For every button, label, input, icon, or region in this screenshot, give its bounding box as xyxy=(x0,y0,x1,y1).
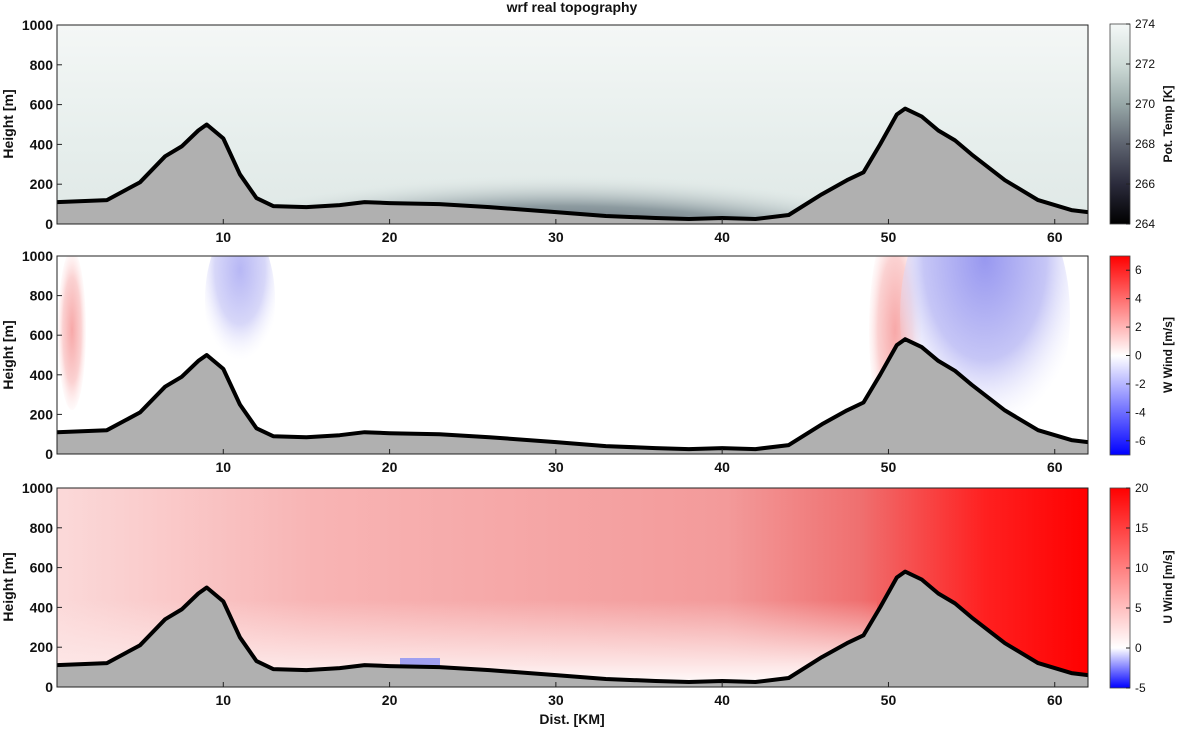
y-tick-label: 200 xyxy=(30,639,54,655)
y-tick-label: 800 xyxy=(30,57,54,73)
y-tick-label: 0 xyxy=(45,446,53,462)
y-tick-label: 1000 xyxy=(22,480,53,496)
terrain-line xyxy=(57,569,1088,684)
colorbar-tick-label: -4 xyxy=(1135,405,1146,419)
x-tick-label: 20 xyxy=(382,229,398,245)
y-tick-label: 0 xyxy=(45,679,53,695)
figure-title: wrf real topography xyxy=(506,0,638,15)
w-downdraft-left xyxy=(205,256,275,375)
x-tick-label: 60 xyxy=(1047,692,1063,708)
colorbar-tick-label: 6 xyxy=(1135,263,1142,277)
colorbar-tick-label: 270 xyxy=(1135,97,1155,111)
x-tick-label: 50 xyxy=(881,692,897,708)
x-tick-label: 60 xyxy=(1047,459,1063,475)
terrain-fill xyxy=(57,339,1088,454)
terrain-line xyxy=(57,337,1088,452)
terrain-fill xyxy=(57,108,1088,224)
y-tick-label: 0 xyxy=(45,216,53,232)
colorbar-tick-label: 0 xyxy=(1135,641,1142,655)
x-tick-label: 40 xyxy=(714,229,730,245)
colorbar-tick-label: 5 xyxy=(1135,601,1142,615)
axes-frame xyxy=(56,255,1089,455)
colorbar-tick-label: 266 xyxy=(1135,177,1155,191)
x-tick-label: 10 xyxy=(216,692,232,708)
colorbar-tick-label: 10 xyxy=(1135,561,1149,575)
x-tick-label: 30 xyxy=(548,692,564,708)
colorbar-tick-label: 272 xyxy=(1135,57,1155,71)
x-tick-label: 40 xyxy=(714,459,730,475)
y-tick-label: 1000 xyxy=(22,248,53,264)
x-tick-label: 20 xyxy=(382,459,398,475)
colorbar-tick-label: 268 xyxy=(1135,137,1155,151)
colorbar xyxy=(1109,23,1131,225)
panel-w-wind xyxy=(57,256,1088,454)
colorbar-ticks: 264 266 268 270 272 274 xyxy=(1126,17,1155,231)
panel-pot-temp xyxy=(57,25,1088,224)
x-tick-label: 50 xyxy=(881,459,897,475)
y-tick-label: 600 xyxy=(30,327,54,343)
colorbar-tick-label: 0 xyxy=(1135,349,1142,363)
panel-u-wind xyxy=(57,488,1088,687)
colorbar-ticks: 20 15 10 5 0 -5 xyxy=(1126,481,1149,695)
colorbar-tick-label: 4 xyxy=(1135,292,1142,306)
y-tick-label: 600 xyxy=(30,97,54,113)
y-tick-label: 1000 xyxy=(22,17,53,33)
y-tick-label: 400 xyxy=(30,599,54,615)
y-tick-label: 600 xyxy=(30,560,54,576)
axes-frame xyxy=(56,487,1089,688)
x-tick-label: 20 xyxy=(382,692,398,708)
y-axis-label: Height [m] xyxy=(0,552,16,621)
colorbar-ticks: 6 4 2 0 -2 -4 -6 xyxy=(1126,263,1146,448)
x-tick-label: 40 xyxy=(714,692,730,708)
colorbar-tick-label: -2 xyxy=(1135,377,1146,391)
x-tick-label: 10 xyxy=(216,229,232,245)
colorbar-tick-label: 274 xyxy=(1135,17,1155,31)
y-tick-label: 200 xyxy=(30,176,54,192)
y-axis-label: Height [m] xyxy=(0,89,16,158)
x-axis-label: Dist. [KM] xyxy=(539,711,604,727)
y-tick-label: 200 xyxy=(30,406,54,422)
colorbar-tick-label: 20 xyxy=(1135,481,1149,495)
colorbar-tick-label: 15 xyxy=(1135,521,1149,535)
x-tick-label: 30 xyxy=(548,229,564,245)
y-tick-label: 400 xyxy=(30,136,54,152)
colorbar-tick-label: -5 xyxy=(1135,681,1146,695)
colorbar-label: Pot. Temp [K] xyxy=(1161,85,1175,162)
colorbar-label: U Wind [m/s] xyxy=(1161,550,1175,623)
y-tick-label: 800 xyxy=(30,520,54,536)
terrain-line xyxy=(57,106,1088,221)
u-negative-patch xyxy=(400,658,440,666)
axes-frame xyxy=(56,24,1089,225)
x-tick-label: 30 xyxy=(548,459,564,475)
terrain-fill xyxy=(57,571,1088,687)
y-axis-label: Height [m] xyxy=(0,320,16,389)
x-tick-label: 50 xyxy=(881,229,897,245)
colorbar-label: W Wind [m/s] xyxy=(1161,317,1175,393)
y-tick-label: 800 xyxy=(30,288,54,304)
y-tick-label: 400 xyxy=(30,367,54,383)
x-tick-label: 60 xyxy=(1047,229,1063,245)
colorbar-tick-label: 2 xyxy=(1135,320,1142,334)
w-updraft-left xyxy=(58,256,86,410)
colorbar-tick-label: -6 xyxy=(1135,434,1146,448)
colorbar-tick-label: 264 xyxy=(1135,217,1155,231)
colorbar xyxy=(1109,487,1131,689)
x-tick-label: 10 xyxy=(216,459,232,475)
